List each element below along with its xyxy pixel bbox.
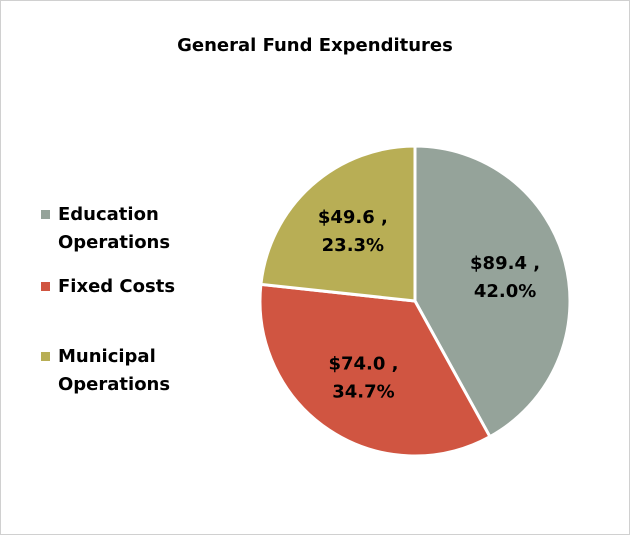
chart-title: General Fund Expenditures [177, 35, 453, 56]
legend-label: Education Operations [58, 204, 171, 253]
pie-slice [413, 144, 572, 439]
legend-swatch [41, 210, 50, 219]
legend-label: Municipal Operations [58, 346, 171, 395]
legend-swatch [41, 352, 50, 361]
pie-slice [259, 144, 417, 303]
legend-entry: Education Operations [41, 201, 201, 257]
legend-entry: Municipal Operations [41, 343, 201, 399]
data-label: 23.3% [322, 235, 384, 256]
legend-swatch [41, 282, 50, 291]
data-label: 34.7% [332, 381, 394, 402]
pie-slice [258, 282, 492, 458]
data-label: $74.0 , [328, 353, 398, 374]
data-label: $49.6 , [318, 207, 388, 228]
legend-label: Fixed Costs [58, 276, 176, 297]
data-label: $89.4 , [470, 253, 540, 274]
legend-entry: Fixed Costs [41, 273, 201, 301]
data-label: 42.0% [474, 281, 536, 302]
